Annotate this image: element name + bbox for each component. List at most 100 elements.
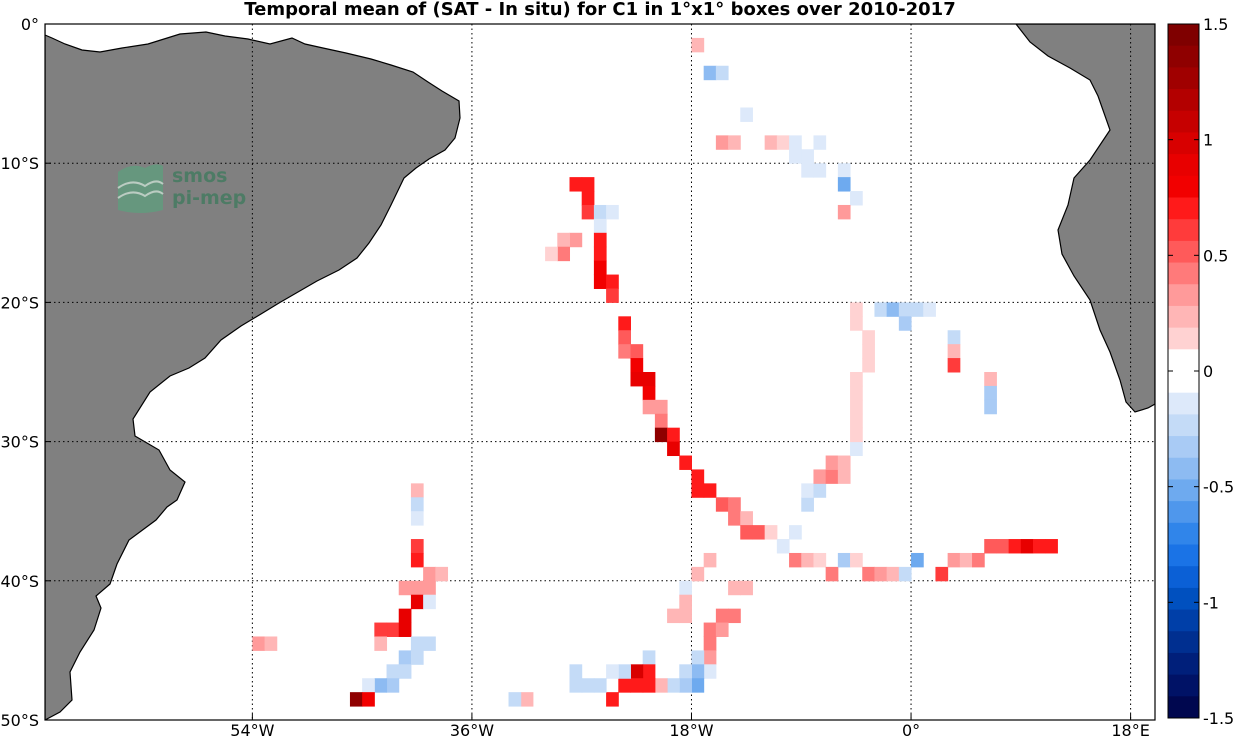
data-cell [362, 692, 375, 707]
data-cell [862, 358, 875, 373]
data-cell [691, 664, 705, 679]
data-cell [654, 427, 668, 443]
data-cell [520, 692, 534, 707]
colorbar-swatch [1168, 132, 1199, 155]
data-cell [850, 441, 863, 457]
graticule [45, 24, 1155, 720]
data-cell [825, 566, 839, 582]
lon-tick-label: 0° [902, 721, 920, 738]
data-cell [398, 608, 412, 624]
data-cell [886, 566, 900, 582]
data-cell [837, 552, 851, 568]
lat-tick-label: 50°S [0, 711, 39, 730]
data-cell [728, 511, 741, 526]
data-cell [984, 385, 997, 401]
data-cell [984, 539, 997, 554]
colorbar-swatch [1168, 696, 1199, 719]
colorbar-swatch [1168, 219, 1199, 242]
colorbar-swatch [1168, 175, 1199, 198]
data-cell [703, 636, 717, 651]
colorbar: 1.5 1 0.5 0 -0.5 -1 -1.5 [1167, 15, 1234, 728]
data-cell [789, 552, 802, 568]
data-cell [679, 678, 692, 693]
data-cell [959, 552, 973, 568]
colorbar-swatch [1168, 674, 1199, 697]
data-cell [850, 552, 863, 568]
data-cell [691, 37, 705, 53]
data-cell [825, 455, 839, 470]
data-cell [569, 232, 583, 248]
data-cell [691, 469, 705, 484]
data-cell [398, 650, 412, 665]
map-frame [44, 23, 1156, 721]
data-cell [410, 594, 424, 610]
data-cell [642, 385, 656, 401]
data-cell [630, 358, 644, 373]
data-cell [386, 622, 400, 637]
data-cell [850, 302, 863, 317]
data-cell [374, 678, 388, 693]
data-cell [789, 525, 802, 540]
data-cell [654, 678, 668, 693]
data-cell [837, 469, 851, 484]
data-cell [715, 622, 729, 637]
data-cell [886, 302, 900, 317]
data-cell [593, 274, 607, 289]
colorbar-swatch [1168, 652, 1199, 676]
data-cell [801, 497, 814, 512]
data-cell [410, 483, 424, 498]
data-cell [752, 525, 766, 540]
data-cell [850, 427, 863, 443]
data-cell [850, 316, 863, 331]
data-cell [984, 399, 997, 415]
colorbar-swatch [1168, 566, 1199, 589]
data-cell [801, 149, 814, 164]
colorbar-swatch [1168, 587, 1199, 611]
colorbar-swatch [1168, 327, 1199, 350]
data-cell [398, 580, 412, 596]
data-cell [667, 441, 680, 457]
data-cell [813, 483, 827, 498]
data-cell [410, 636, 424, 651]
colorbar-swatch [1168, 284, 1199, 307]
data-cell [728, 580, 741, 596]
data-cell [630, 678, 644, 693]
data-cell [252, 636, 266, 651]
colorbar-tick-label: -1.5 [1203, 709, 1234, 728]
colorbar-swatch [1168, 240, 1199, 264]
data-cell [691, 566, 705, 582]
data-cell [837, 204, 851, 220]
data-cell [789, 135, 802, 150]
data-cell [1033, 539, 1046, 554]
data-cell [606, 692, 619, 707]
data-cell [593, 204, 607, 220]
data-cell [874, 566, 888, 582]
data-cell [1045, 539, 1058, 554]
data-cell [862, 566, 875, 582]
data-cell [374, 622, 388, 637]
colorbar-swatch [1168, 349, 1199, 372]
data-cell [423, 580, 436, 596]
data-cell [593, 260, 607, 276]
data-cell [606, 288, 619, 303]
data-cell [679, 664, 692, 679]
data-cell [410, 511, 424, 526]
data-cell [850, 385, 863, 401]
data-cell [898, 302, 912, 317]
data-cell [593, 246, 607, 262]
data-cell [423, 636, 436, 651]
data-cell [630, 344, 644, 359]
data-cell [911, 302, 924, 317]
colorbar-swatch [1168, 436, 1199, 459]
data-cell [813, 135, 827, 150]
data-cell [593, 232, 607, 248]
data-cell [837, 163, 851, 178]
colorbar-swatch [1168, 305, 1199, 329]
data-cell [850, 399, 863, 415]
data-cell [691, 483, 705, 498]
data-cell [545, 246, 558, 262]
data-cell [630, 664, 644, 679]
colorbar-swatch [1168, 392, 1199, 415]
colorbar-tick-label: -1 [1203, 593, 1219, 612]
data-cell [642, 650, 656, 665]
